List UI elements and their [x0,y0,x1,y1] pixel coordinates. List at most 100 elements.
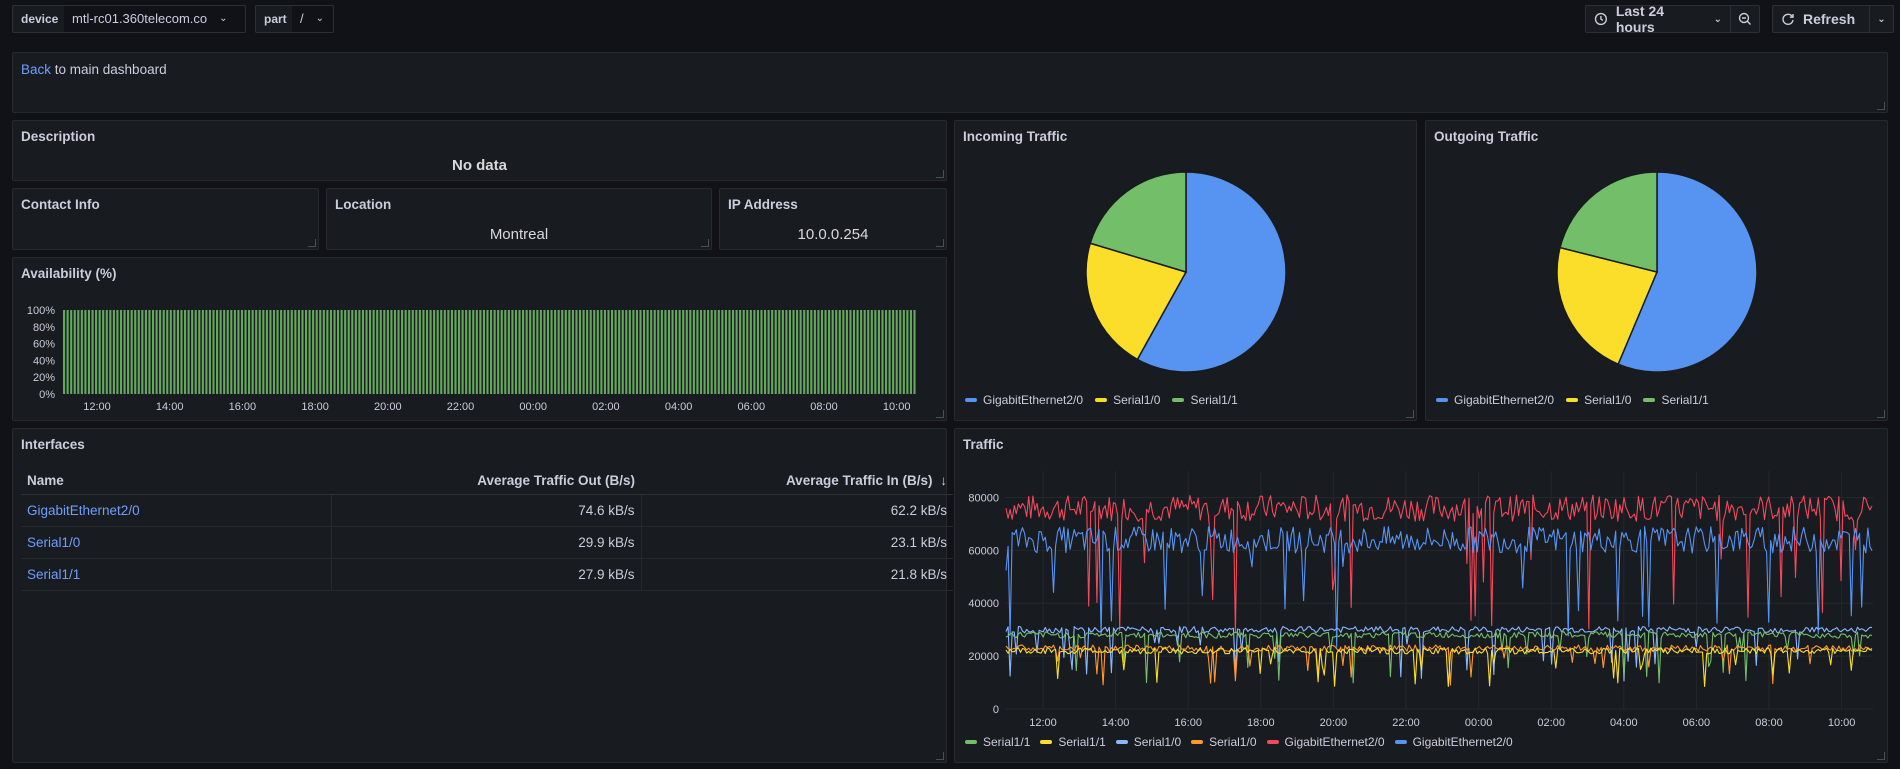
interface-link[interactable]: Serial1/1 [27,566,81,582]
availability-bar [881,310,884,394]
availability-bar [187,310,190,394]
y-tick-label: 40000 [968,598,999,610]
availability-bar [390,310,393,394]
availability-bar [180,310,183,394]
pie-slice[interactable] [1085,242,1188,361]
availability-bar [564,310,567,394]
availability-bar [376,310,379,394]
device-select[interactable]: mtl-rc01.360telecom.co ⌄ [64,5,246,33]
legend-item[interactable]: Serial1/1 [1172,393,1238,407]
availability-bar [532,310,535,394]
pie-slice[interactable] [1136,171,1287,373]
refresh-button[interactable]: Refresh [1772,5,1870,33]
resize-handle[interactable] [936,410,944,418]
legend-item[interactable]: GigabitEthernet2/0 [965,393,1083,407]
pie-slice[interactable] [1559,171,1658,273]
resize-handle[interactable] [936,170,944,178]
legend-item[interactable]: Serial1/0 [1191,735,1257,749]
resize-handle[interactable] [936,239,944,247]
time-range-label: Last 24 hours [1615,3,1665,35]
column-header-in[interactable]: Average Traffic In (B/s) ↓ [641,467,953,495]
availability-bar [707,310,710,394]
outgoing-traffic-panel: Outgoing Traffic GigabitEthernet2/0 Seri… [1425,120,1888,421]
column-header-name[interactable]: Name [21,467,331,495]
traffic-chart: 80000 60000 40000 20000 0 12:00 14:00 16:00 18:… [968,471,1873,729]
availability-bar [415,310,418,394]
resize-handle[interactable] [1406,410,1414,418]
availability-bar [95,310,98,394]
refresh-interval-dropdown[interactable]: ⌄ [1869,5,1894,33]
x-tick-label: 04:00 [1610,717,1638,729]
pie-slice[interactable] [1089,171,1187,274]
availability-bar [490,310,493,394]
x-tick-label: 22:00 [1392,717,1420,729]
ip-address-panel: IP Address 10.0.0.254 [719,188,947,250]
legend-item[interactable]: GigabitEthernet2/0 [1266,735,1385,749]
series-line [1005,526,1873,648]
availability-bar [714,310,717,394]
column-header-out[interactable]: Average Traffic Out (B/s) [331,467,641,495]
availability-bar [116,310,119,394]
availability-bar [80,310,83,394]
chevron-down-icon: ⌄ [1713,13,1722,25]
availability-bar [749,310,752,394]
pie-slice[interactable] [1617,171,1758,373]
resize-handle[interactable] [1877,102,1885,110]
availability-bar [230,310,233,394]
availability-bar [304,310,308,394]
availability-bar [867,310,870,394]
availability-bar [475,310,478,394]
availability-bar [482,310,486,394]
availability-bar [792,310,795,394]
availability-bar [571,310,574,394]
availability-bar [468,310,471,394]
legend-item[interactable]: Serial1/1 [1643,393,1709,407]
availability-bar [450,310,453,394]
y-tick-label: 40% [33,355,55,367]
traffic-in-cell: 23.1 kB/s [640,526,953,559]
resize-handle[interactable] [308,239,316,247]
x-tick-label: 04:00 [665,401,693,413]
location-value: Montreal [489,226,549,243]
resize-handle[interactable] [1877,752,1885,760]
availability-bar [447,310,450,394]
availability-bar [212,310,215,394]
back-link[interactable]: Back [21,62,52,77]
x-tick-label: 00:00 [1465,717,1493,729]
zoom-out-button[interactable] [1730,5,1760,33]
x-tick-label: 18:00 [1247,717,1275,729]
legend-item[interactable]: Serial1/0 [1095,393,1160,407]
interface-link[interactable]: GigabitEthernet2/0 [27,502,140,518]
legend-item[interactable]: GigabitEthernet2/0 [1394,735,1513,749]
availability-bar [66,310,69,394]
refresh-icon [1782,13,1794,25]
availability-bar [205,310,208,394]
availability-bar [593,310,596,394]
part-select[interactable]: / ⌄ [292,5,334,33]
availability-bar [112,310,115,394]
availability-bar [258,310,261,394]
legend-item[interactable]: Serial1/0 [1566,393,1631,407]
incoming-traffic-panel: Incoming Traffic GigabitEthernet2/0 Seri… [954,120,1417,421]
availability-bar [820,310,824,394]
availability-bar [272,310,276,394]
availability-bar [461,310,464,394]
interface-link[interactable]: Serial1/0 [27,534,81,550]
legend-item[interactable]: Serial1/1 [965,735,1030,749]
resize-handle[interactable] [936,752,944,760]
availability-bar [169,310,172,394]
back-link-panel: Back to main dashboard [12,52,1888,113]
time-range-picker[interactable]: Last 24 hours ⌄ [1585,3,1731,35]
legend-item[interactable]: Serial1/1 [1040,735,1106,749]
legend-item[interactable]: GigabitEthernet2/0 [1436,393,1554,407]
incoming-pie-chart [1085,171,1287,373]
availability-bar [578,310,582,394]
availability-bar [685,310,688,394]
availability-bar [522,310,525,394]
resize-handle[interactable] [1877,410,1885,418]
resize-handle[interactable] [701,239,709,247]
availability-bar [219,310,222,394]
availability-bar [863,310,866,394]
legend-item[interactable]: Serial1/0 [1115,735,1181,749]
pie-slice[interactable] [1556,246,1659,366]
